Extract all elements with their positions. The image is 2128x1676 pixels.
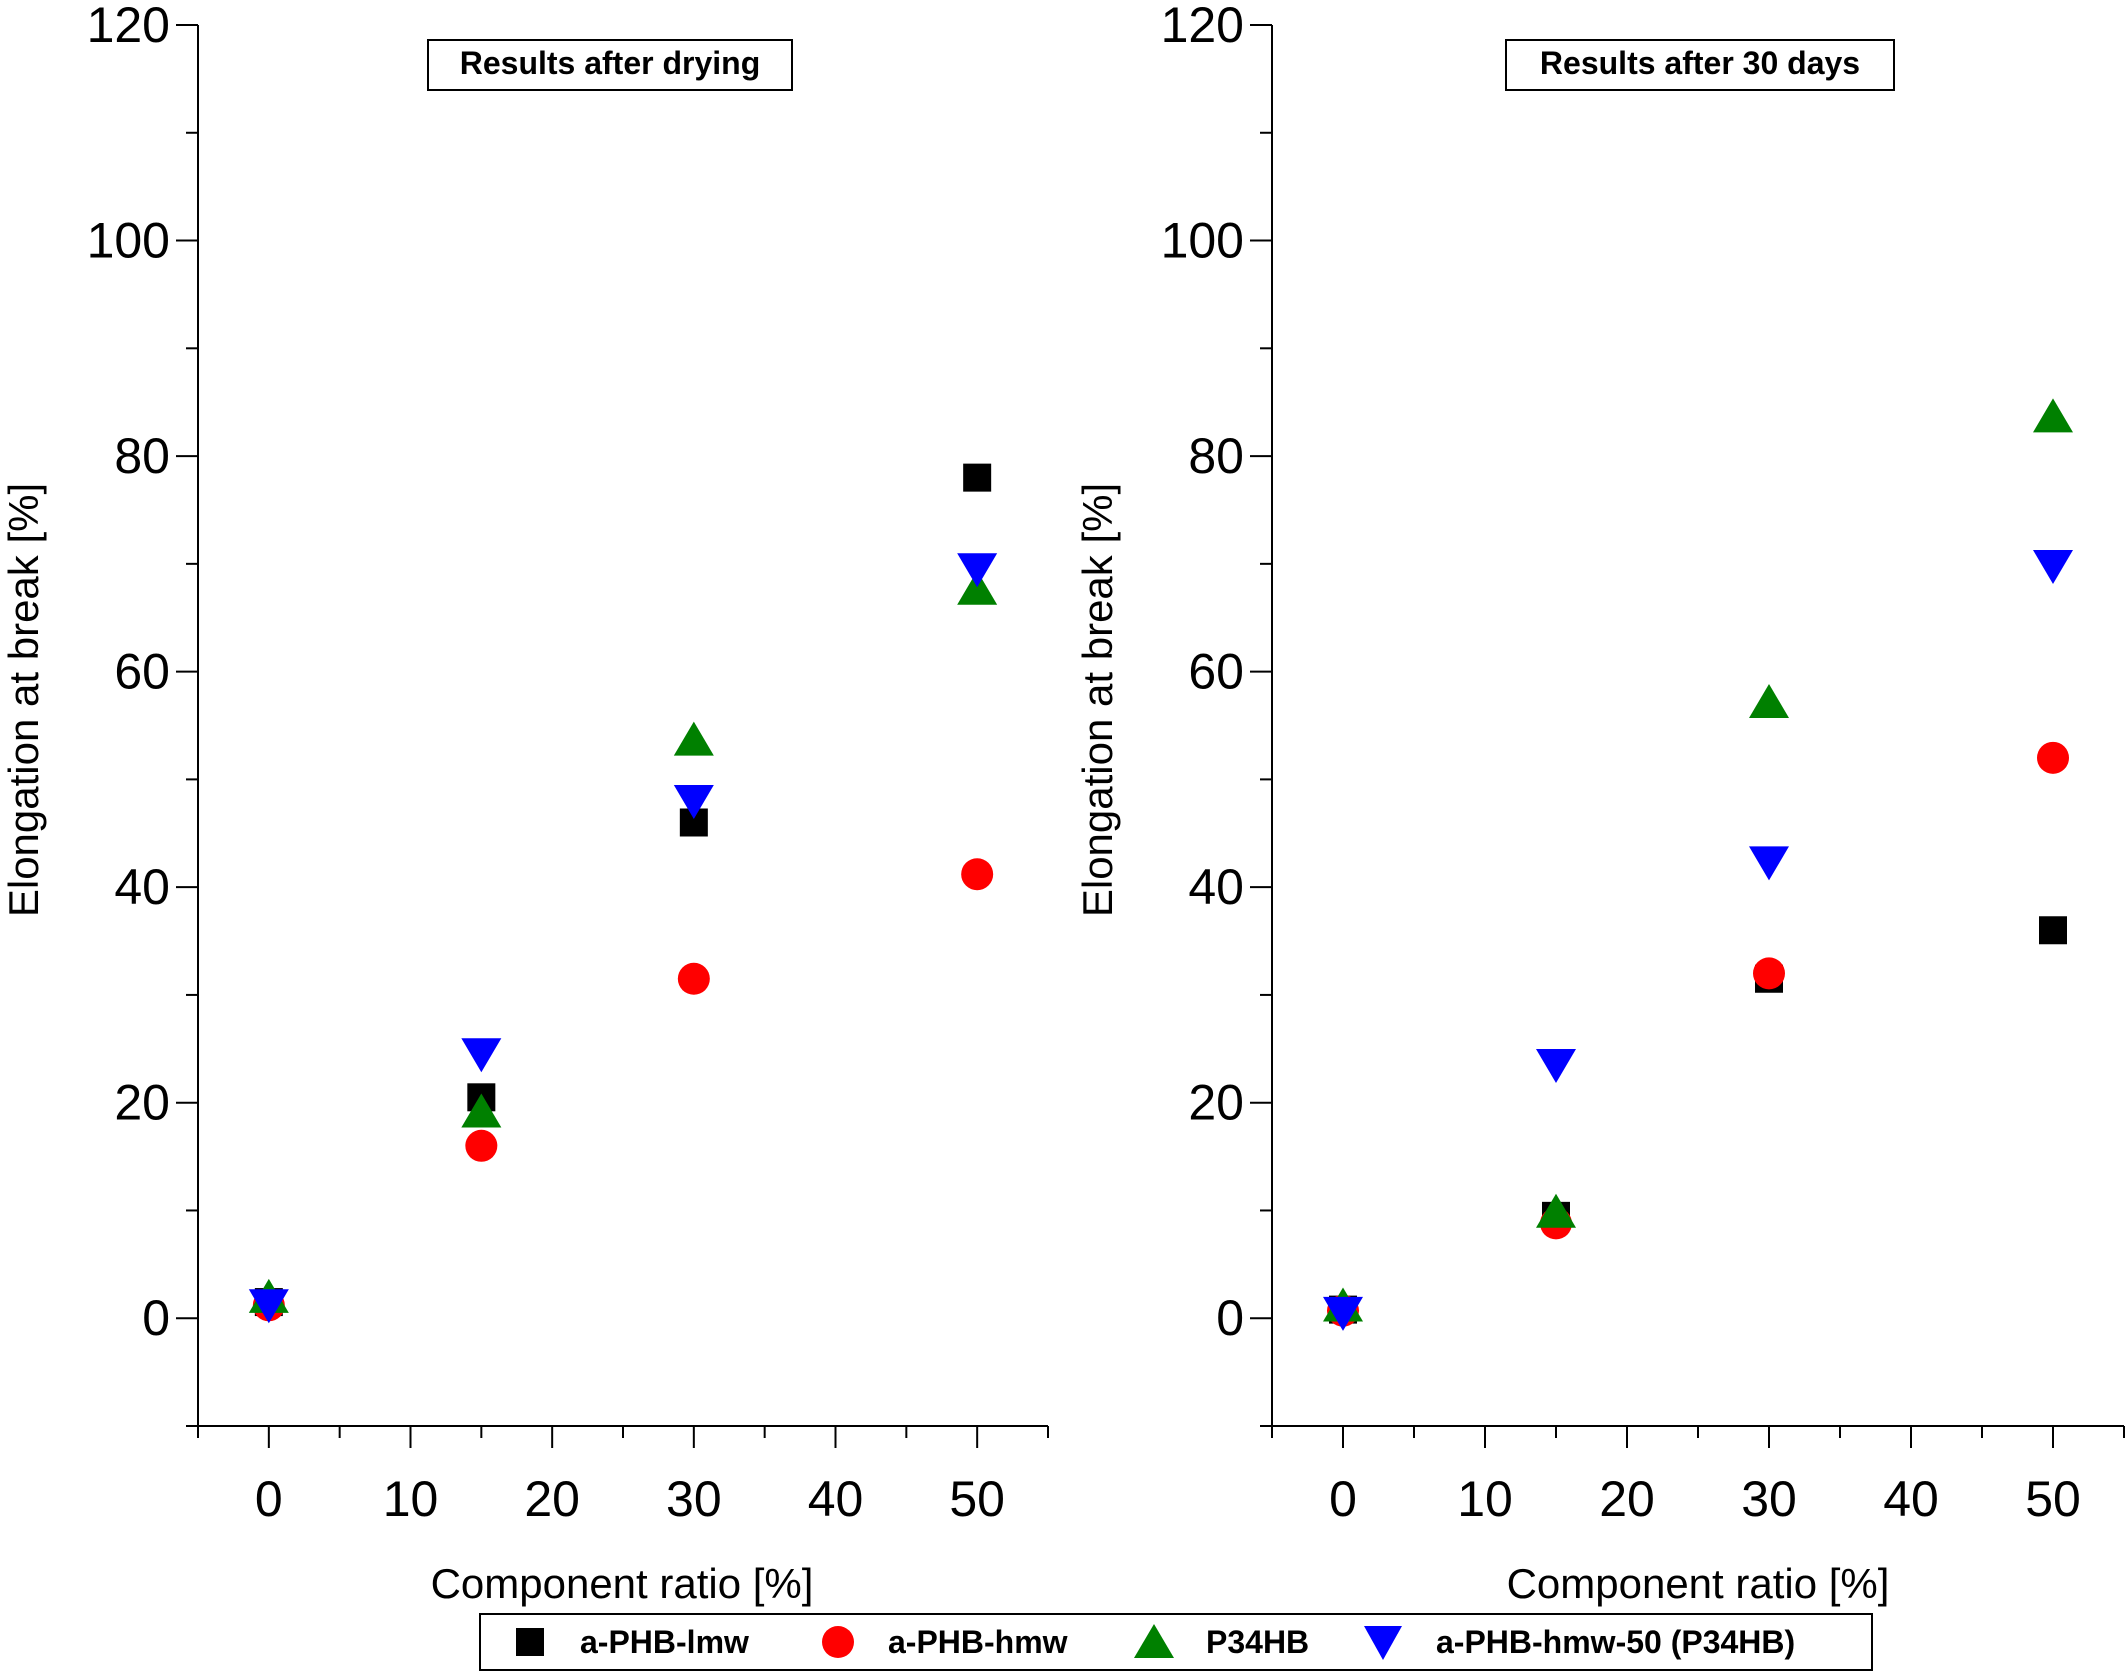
legend-label: a-PHB-hmw-50 (P34HB) — [1436, 1624, 1795, 1660]
data-point-triangle-down — [1536, 1048, 1576, 1083]
y-tick-label: 120 — [87, 0, 170, 53]
data-point-triangle-up — [1749, 683, 1789, 718]
x-axis-title: Component ratio [%] — [431, 1560, 814, 1607]
x-tick-label: 0 — [1329, 1471, 1357, 1527]
legend-marker-triangle-up — [1134, 1624, 1174, 1658]
legend-item-a-phb-hmw-50: a-PHB-hmw-50 (P34HB) — [1364, 1624, 1795, 1660]
x-tick-label: 10 — [1457, 1471, 1513, 1527]
x-tick-label: 10 — [383, 1471, 439, 1527]
data-point-triangle-down — [673, 784, 714, 819]
legend-item-p34hb: P34HB — [1134, 1624, 1309, 1660]
data-point-triangle-down — [461, 1038, 502, 1073]
data-point-triangle-down — [957, 553, 998, 588]
data-point-triangle-up — [673, 721, 714, 756]
data-point-square — [2039, 916, 2067, 945]
panel-title-after-drying: Results after drying — [427, 39, 793, 91]
panel-title-box — [427, 39, 793, 91]
legend-label: P34HB — [1206, 1624, 1309, 1660]
data-point-triangle-down — [2033, 550, 2073, 585]
y-tick-label: 0 — [142, 1290, 170, 1346]
x-tick-label: 50 — [949, 1471, 1005, 1527]
panel-title-text: Results after 30 days — [1540, 45, 1860, 81]
y-tick-label: 80 — [114, 428, 170, 484]
legend-label: a-PHB-hmw — [888, 1624, 1068, 1660]
chart-panel-after-30-days: 0 20 40 60 80 100 120 0 10 20 30 40 50 Results after… — [1074, 0, 2125, 1607]
data-point-triangle-down — [248, 1289, 289, 1324]
y-tick-label: 60 — [114, 644, 170, 700]
x-tick-label: 50 — [2025, 1471, 2081, 1527]
data-point-circle — [961, 858, 994, 891]
legend: a-PHB-lmw a-PHB-hmw P34HB a-PHB-hmw-50 (… — [479, 1613, 1873, 1671]
data-point-triangle-up — [1536, 1193, 1576, 1228]
data-point-circle — [677, 962, 710, 995]
x-axis-title: Component ratio [%] — [1507, 1560, 1890, 1607]
data-points-after-drying — [248, 463, 998, 1324]
y-tick-label: 20 — [1188, 1075, 1244, 1131]
y-tick-label: 40 — [114, 859, 170, 915]
x-tick-label: 30 — [666, 1471, 722, 1527]
y-tick-label: 20 — [114, 1075, 170, 1131]
y-tick-label: 60 — [1188, 644, 1244, 700]
axes-after-30-days: 0 20 40 60 80 100 120 0 10 20 30 40 50 — [1161, 0, 2125, 1527]
y-tick-label: 80 — [1188, 428, 1244, 484]
y-tick-label: 100 — [1161, 213, 1244, 269]
legend-marker-square — [516, 1628, 544, 1656]
y-tick-label: 40 — [1188, 859, 1244, 915]
data-point-triangle-up — [2033, 398, 2073, 433]
data-point-circle — [465, 1129, 498, 1162]
legend-box — [479, 1613, 1873, 1671]
data-point-circle — [1753, 957, 1785, 990]
data-point-triangle-up — [461, 1093, 502, 1128]
x-tick-label: 0 — [255, 1471, 283, 1527]
x-tick-label: 20 — [524, 1471, 580, 1527]
data-point-triangle-up — [957, 570, 998, 605]
x-tick-label: 40 — [808, 1471, 864, 1527]
legend-marker-triangle-down — [1364, 1626, 1402, 1660]
panel-title-after-30-days: Results after 30 days — [1505, 39, 1895, 91]
legend-marker-circle — [822, 1626, 854, 1658]
legend-item-a-phb-hmw: a-PHB-hmw — [822, 1624, 1068, 1660]
y-tick-label: 100 — [87, 213, 170, 269]
axes-after-drying: 0 20 40 60 80 100 120 0 10 20 30 40 50 — [87, 0, 1049, 1527]
x-tick-label: 30 — [1741, 1471, 1797, 1527]
data-point-triangle-down — [1749, 846, 1789, 881]
legend-label: a-PHB-lmw — [580, 1624, 749, 1660]
panel-title-box — [1505, 39, 1895, 91]
chart-panel-after-drying: 0 20 40 60 80 100 120 0 10 20 30 40 50 Results after… — [0, 0, 1049, 1607]
data-point-square — [963, 463, 992, 492]
x-tick-label: 20 — [1599, 1471, 1655, 1527]
y-tick-label: 120 — [1161, 0, 1244, 53]
x-tick-label: 40 — [1883, 1471, 1939, 1527]
legend-item-a-phb-lmw: a-PHB-lmw — [516, 1624, 749, 1660]
data-points-after-30-days — [1323, 398, 2073, 1331]
y-tick-label: 0 — [1216, 1290, 1244, 1346]
y-axis-title: Elongation at break [%] — [0, 483, 47, 917]
panel-title-text: Results after drying — [460, 45, 761, 81]
data-point-triangle-down — [1323, 1296, 1363, 1331]
y-axis-title: Elongation at break [%] — [1074, 483, 1121, 917]
data-point-circle — [2037, 741, 2069, 774]
